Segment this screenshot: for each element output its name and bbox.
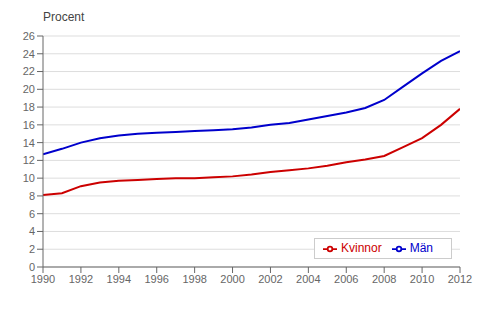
svg-text:12: 12 — [23, 154, 35, 166]
svg-text:10: 10 — [23, 172, 35, 184]
svg-text:2008: 2008 — [372, 273, 396, 285]
svg-text:2004: 2004 — [296, 273, 320, 285]
svg-text:1994: 1994 — [107, 273, 131, 285]
svg-text:1996: 1996 — [144, 273, 168, 285]
svg-text:2012: 2012 — [448, 273, 472, 285]
svg-text:4: 4 — [29, 225, 35, 237]
svg-text:2000: 2000 — [220, 273, 244, 285]
svg-text:0: 0 — [29, 261, 35, 273]
svg-text:24: 24 — [23, 48, 35, 60]
svg-text:6: 6 — [29, 208, 35, 220]
svg-text:2: 2 — [29, 243, 35, 255]
html-text:Kvinnor: Kvinnor — [341, 241, 382, 256]
svg-text:26: 26 — [23, 30, 35, 42]
svg-text:14: 14 — [23, 137, 35, 149]
svg-text:1992: 1992 — [69, 273, 93, 285]
html-text:Män: Män — [409, 241, 433, 256]
svg-text:8: 8 — [29, 190, 35, 202]
html-text:Procent: Procent — [43, 10, 85, 24]
svg-text:22: 22 — [23, 65, 35, 77]
svg-text:18: 18 — [23, 101, 35, 113]
svg-text:16: 16 — [23, 119, 35, 131]
svg-text:1998: 1998 — [182, 273, 206, 285]
svg-text:2002: 2002 — [258, 273, 282, 285]
svg-text:1990: 1990 — [31, 273, 55, 285]
svg-text:2006: 2006 — [334, 273, 358, 285]
svg-text:2010: 2010 — [410, 273, 434, 285]
svg-text:20: 20 — [23, 83, 35, 95]
